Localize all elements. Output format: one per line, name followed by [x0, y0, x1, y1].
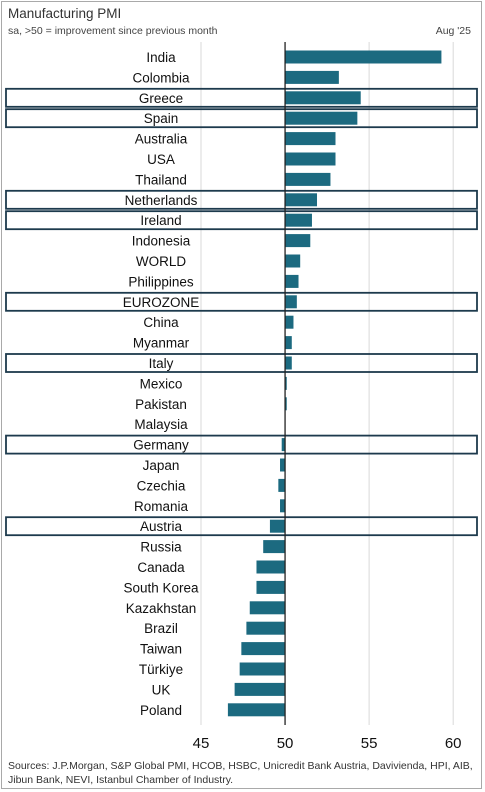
- bar: [249, 601, 286, 615]
- category-label: Canada: [137, 560, 185, 575]
- bar: [239, 662, 286, 676]
- highlight-box: [5, 189, 478, 210]
- bar: [285, 111, 358, 125]
- bar: [285, 50, 442, 64]
- x-tick-label: 55: [361, 735, 378, 752]
- category-label: Mexico: [140, 376, 183, 391]
- source-note: Sources: J.P.Morgan, S&P Global PMI, HCO…: [8, 760, 473, 786]
- bar: [227, 703, 286, 717]
- highlight-box: [5, 108, 478, 129]
- highlight-box: [5, 353, 478, 373]
- category-label: Philippines: [128, 274, 194, 289]
- highlight-box: [5, 516, 478, 537]
- category-label: WORLD: [136, 254, 187, 269]
- bar: [263, 540, 286, 554]
- category-label: Austria: [140, 519, 183, 534]
- category-label: Taiwan: [140, 642, 182, 657]
- category-label: Ireland: [140, 213, 181, 228]
- category-label: Czechia: [137, 478, 186, 493]
- category-label: Poland: [140, 703, 182, 718]
- category-label: Colombia: [132, 70, 190, 85]
- highlight-box: [5, 87, 478, 108]
- bar: [285, 91, 361, 105]
- bar: [285, 254, 301, 268]
- category-label: Netherlands: [125, 193, 198, 208]
- bar: [269, 519, 286, 533]
- bar: [246, 621, 286, 635]
- bar: [285, 356, 292, 370]
- bar: [285, 376, 287, 390]
- bar: [285, 336, 292, 350]
- chart-subtitle: sa, >50 = improvement since previous mon…: [8, 25, 218, 37]
- category-label: Brazil: [144, 621, 178, 636]
- category-label: Italy: [149, 356, 174, 371]
- category-label: USA: [147, 152, 175, 167]
- bar: [256, 580, 286, 594]
- chart-title: Manufacturing PMI: [8, 6, 122, 21]
- category-label: Japan: [143, 458, 180, 473]
- x-tick-label: 45: [193, 735, 210, 752]
- bar: [278, 478, 286, 492]
- category-label: Spain: [144, 111, 179, 126]
- bar: [280, 499, 286, 513]
- category-label: Indonesia: [132, 234, 191, 249]
- bar: [285, 132, 336, 146]
- bar: [241, 642, 286, 656]
- category-label: Türkiye: [139, 662, 183, 677]
- highlight-box: [5, 210, 478, 231]
- x-tick-label: 50: [277, 735, 294, 752]
- bar: [285, 315, 294, 329]
- bar: [281, 438, 286, 452]
- category-label: India: [146, 50, 176, 65]
- bar: [285, 172, 331, 186]
- category-label: Pakistan: [135, 397, 187, 412]
- category-label: UK: [152, 682, 171, 697]
- highlight-box: [5, 434, 478, 455]
- category-label: Malaysia: [134, 417, 188, 432]
- category-label: Romania: [134, 499, 189, 514]
- bar: [285, 213, 312, 227]
- category-label: Australia: [135, 132, 188, 147]
- bar: [280, 458, 286, 472]
- bar: [256, 560, 286, 574]
- category-label: South Korea: [123, 580, 199, 595]
- bar: [285, 397, 287, 411]
- category-label: Myanmar: [133, 336, 190, 351]
- category-label: Greece: [139, 91, 183, 106]
- bar: [285, 152, 336, 166]
- category-label: Kazakhstan: [126, 601, 197, 616]
- bar: [285, 70, 339, 84]
- period-label: Aug '25: [435, 25, 471, 37]
- bar: [285, 234, 311, 248]
- category-label: Russia: [140, 540, 182, 555]
- highlight-box: [5, 291, 478, 312]
- category-label: Thailand: [135, 172, 187, 187]
- bar: [285, 274, 299, 288]
- bar: [234, 682, 286, 696]
- bar: [285, 295, 297, 309]
- category-label: China: [143, 315, 179, 330]
- x-tick-label: 60: [445, 735, 462, 752]
- category-label: EUROZONE: [123, 295, 200, 310]
- category-label: Germany: [133, 438, 189, 453]
- bar: [285, 193, 318, 207]
